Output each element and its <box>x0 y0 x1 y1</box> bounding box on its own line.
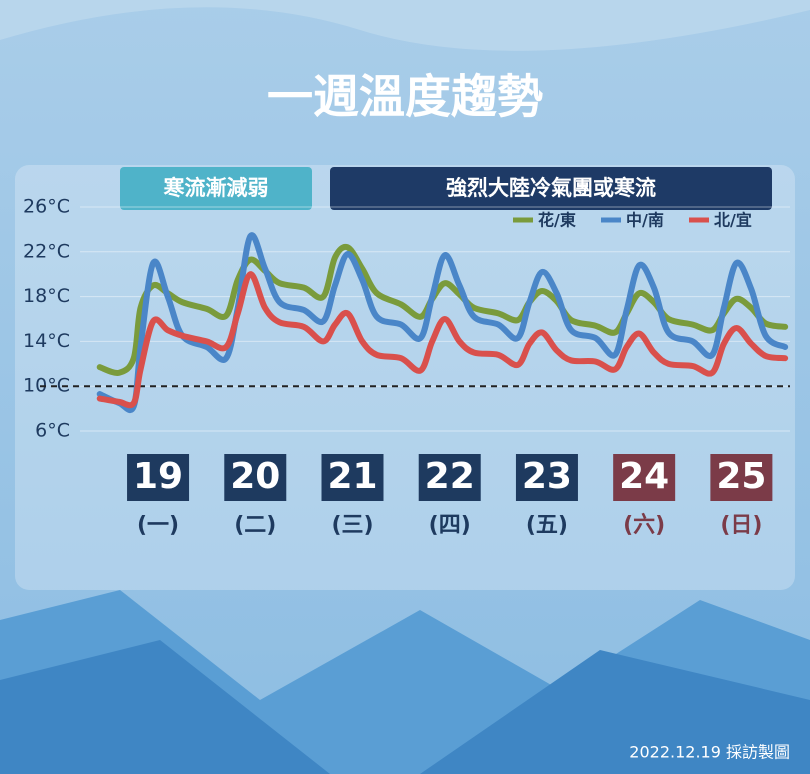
source: 2022.12.19 採訪製圖 <box>629 743 790 762</box>
y-tick-label: 14°C <box>23 330 70 352</box>
y-tick-label: 10°C <box>23 375 70 397</box>
legend-label: 中/南 <box>626 211 664 230</box>
weekday-label: (四) <box>429 513 471 538</box>
x-tick-box <box>418 454 481 501</box>
legend-label: 北/宜 <box>714 211 752 230</box>
weekday-label: (一) <box>137 513 179 538</box>
annotation: 強烈大陸冷氣團或寒流 <box>446 176 656 200</box>
y-tick-label: 6°C <box>35 420 70 442</box>
y-tick-label: 18°C <box>23 285 70 307</box>
weekday-label: (日) <box>720 513 762 538</box>
x-tick-label: 24 <box>619 456 669 497</box>
x-tick-box <box>127 454 190 501</box>
x-tick-label: 22 <box>425 456 475 497</box>
annotation-box <box>330 167 772 210</box>
x-tick-box <box>224 454 287 501</box>
x-tick-label: 23 <box>522 456 572 497</box>
series-line <box>96 232 789 414</box>
x-tick-box <box>321 454 384 501</box>
weekday-label: (三) <box>331 513 373 538</box>
weekday-label: (二) <box>234 513 276 538</box>
x-tick-box <box>515 454 578 501</box>
x-tick-label: 21 <box>327 456 377 497</box>
x-tick-label: 19 <box>133 456 183 497</box>
series-line <box>96 271 789 409</box>
x-tick-box <box>613 454 676 501</box>
legend-label: 花/東 <box>538 211 576 230</box>
weekday-label: (五) <box>526 513 568 538</box>
x-tick-label: 25 <box>716 456 766 497</box>
y-tick-label: 22°C <box>23 240 70 262</box>
x-tick-box <box>710 454 773 501</box>
y-tick-label: 26°C <box>23 196 70 218</box>
mountain <box>0 640 810 774</box>
annotation-box <box>120 167 312 210</box>
cloud <box>0 0 810 51</box>
weekday-label: (六) <box>623 513 665 538</box>
chart-title: 一週溫度趨勢 <box>267 70 543 124</box>
x-tick-label: 20 <box>230 456 280 497</box>
panel <box>15 165 795 590</box>
series-line <box>96 243 789 376</box>
annotation: 寒流漸減弱 <box>164 176 269 200</box>
